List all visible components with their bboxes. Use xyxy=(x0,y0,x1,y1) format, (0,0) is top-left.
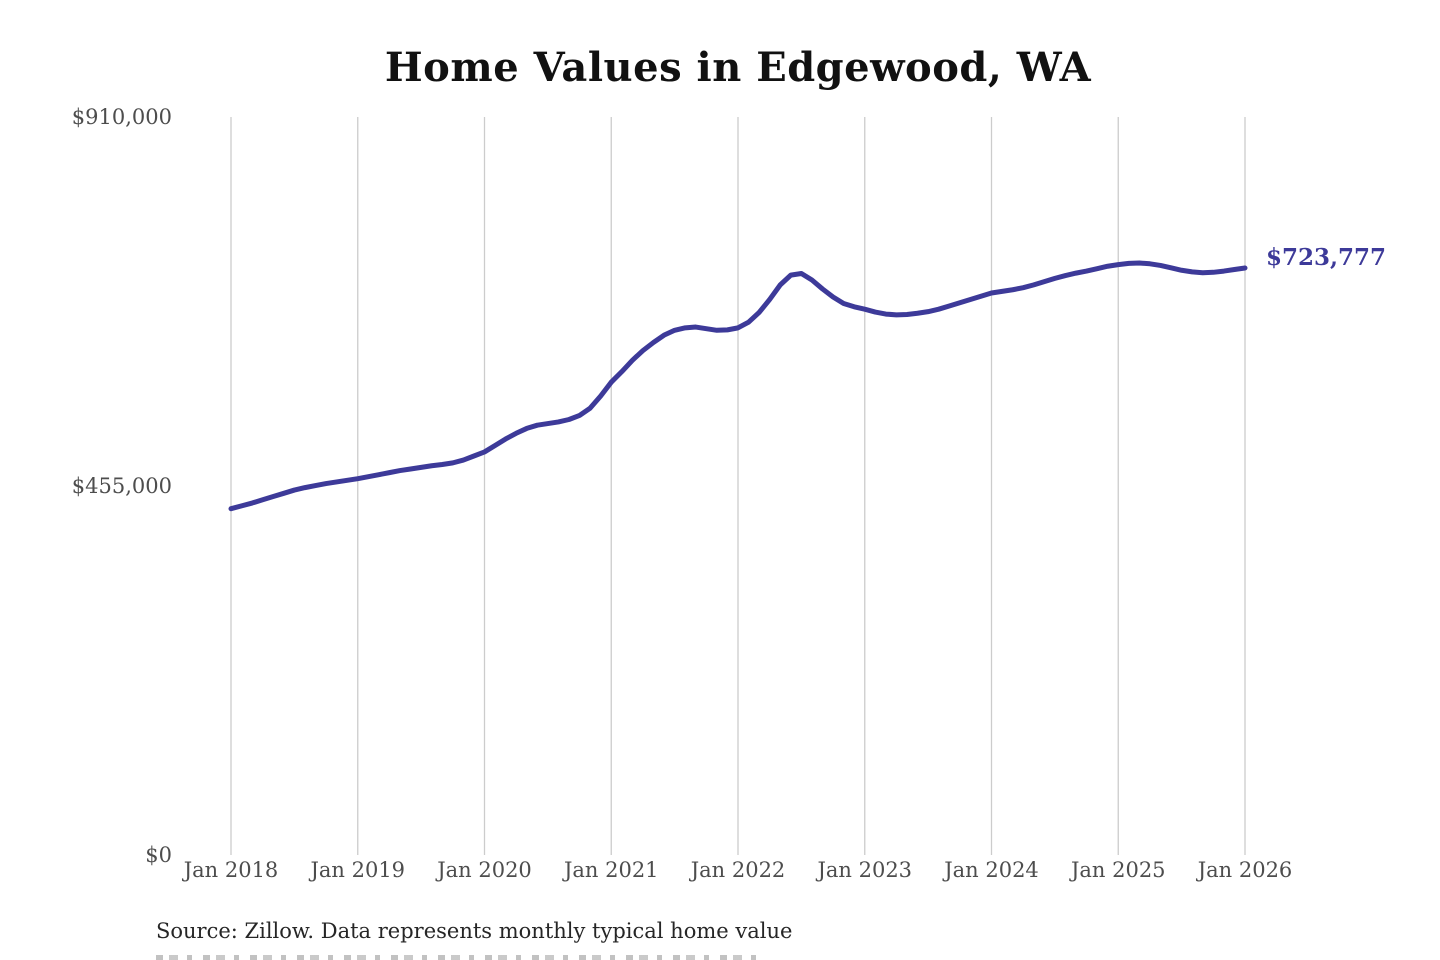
x-axis-tick-label: Jan 2018 xyxy=(183,858,279,882)
source-note: Source: Zillow. Data represents monthly … xyxy=(156,919,793,943)
x-axis-tick-label: Jan 2020 xyxy=(437,858,532,882)
latest-value-label: $723,777 xyxy=(1266,244,1387,271)
x-axis-tick-label: Jan 2024 xyxy=(944,858,1039,882)
x-axis-tick-label: Jan 2021 xyxy=(563,858,659,882)
x-axis-tick-label: Jan 2019 xyxy=(310,858,406,882)
home-value-line-series xyxy=(228,260,1248,512)
vertical-gridlines xyxy=(230,117,1246,855)
chart-title: Home Values in Edgewood, WA xyxy=(384,44,1092,91)
y-axis-tick-label: $455,000 xyxy=(71,474,172,498)
x-axis-tick-label: Jan 2025 xyxy=(1070,858,1166,882)
y-axis-tick-label: $0 xyxy=(145,843,172,867)
clipped-text-strip xyxy=(156,955,756,960)
x-axis-tick-label: Jan 2022 xyxy=(690,858,786,882)
x-axis-tick-label: Jan 2023 xyxy=(817,858,913,882)
x-axis-tick-label: Jan 2026 xyxy=(1197,858,1293,882)
y-axis-tick-label: $910,000 xyxy=(71,105,172,129)
